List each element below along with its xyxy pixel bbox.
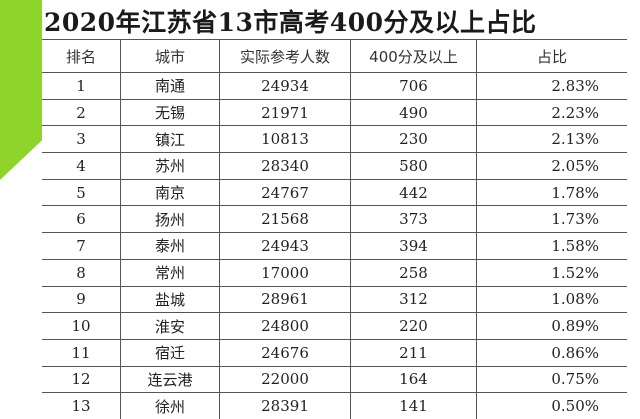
- table-row: 10 淮安 24800 220 0.89%: [42, 312, 627, 340]
- table-cell: 28340: [219, 152, 351, 180]
- table-cell: 1.08%: [476, 285, 627, 313]
- table-cell: 宿迁: [120, 338, 220, 367]
- column-header: 400分及以上: [350, 39, 477, 73]
- table-row: 8 常州 17000 258 1.52%: [42, 258, 627, 286]
- table-cell: 镇江: [120, 125, 220, 153]
- column-header: 排名: [42, 39, 121, 73]
- table-cell: 230: [350, 125, 477, 153]
- table-cell: 淮安: [120, 312, 220, 340]
- table-cell: 1.58%: [476, 232, 627, 260]
- table-row: 2 无锡 21971 490 2.23%: [42, 98, 627, 126]
- table-cell: 南通: [120, 72, 220, 100]
- table-cell: 2.13%: [476, 125, 627, 153]
- table-cell: 常州: [120, 258, 220, 286]
- table-cell: 南京: [120, 178, 220, 206]
- table-cell: 1: [42, 72, 121, 100]
- table-cell: 2.23%: [476, 98, 627, 126]
- table-cell: 13: [42, 392, 121, 419]
- table-header-row: 排名 城市 实际参考人数 400分及以上 占比: [42, 39, 627, 73]
- ranking-table: 排名 城市 实际参考人数 400分及以上 占比 1 南通 24934 706 2.83% 2 无锡 2…: [42, 39, 627, 419]
- table-cell: 8: [42, 258, 121, 286]
- table-cell: 24767: [219, 178, 351, 206]
- column-header: 实际参考人数: [219, 39, 351, 73]
- page-title: 2020年江苏省13市高考400分及以上占比: [44, 8, 537, 37]
- table-cell: 无锡: [120, 98, 220, 126]
- table-cell: 2.05%: [476, 152, 627, 180]
- table-cell: 211: [350, 338, 477, 367]
- table-cell: 24676: [219, 338, 351, 367]
- table-cell: 1.78%: [476, 178, 627, 206]
- table-cell: 10813: [219, 125, 351, 153]
- table-cell: 0.50%: [476, 392, 627, 419]
- table-cell: 24800: [219, 312, 351, 340]
- table-row: 11 宿迁 24676 211 0.86%: [42, 338, 627, 367]
- table-cell: 盐城: [120, 285, 220, 313]
- table-cell: 490: [350, 98, 477, 126]
- table-cell: 7: [42, 232, 121, 260]
- table-cell: 12: [42, 365, 121, 393]
- table-cell: 258: [350, 258, 477, 286]
- table-cell: 141: [350, 392, 477, 419]
- table-row: 7 泰州 24943 394 1.58%: [42, 232, 627, 260]
- column-header: 城市: [120, 39, 220, 73]
- table-cell: 24943: [219, 232, 351, 260]
- table-cell: 580: [350, 152, 477, 180]
- table-cell: 6: [42, 205, 121, 233]
- table-cell: 9: [42, 285, 121, 313]
- table-cell: 2.83%: [476, 72, 627, 100]
- table-cell: 373: [350, 205, 477, 233]
- table-row: 12 连云港 22000 164 0.75%: [42, 365, 627, 393]
- table-cell: 706: [350, 72, 477, 100]
- table-row: 3 镇江 10813 230 2.13%: [42, 125, 627, 153]
- table-row: 5 南京 24767 442 1.78%: [42, 178, 627, 206]
- table-cell: 泰州: [120, 232, 220, 260]
- table-cell: 苏州: [120, 152, 220, 180]
- table-cell: 164: [350, 365, 477, 393]
- table-cell: 0.86%: [476, 338, 627, 367]
- table-cell: 1.52%: [476, 258, 627, 286]
- table-row: 9 盐城 28961 312 1.08%: [42, 285, 627, 313]
- table-cell: 扬州: [120, 205, 220, 233]
- table-row: 13 徐州 28391 141 0.50%: [42, 392, 627, 419]
- table-cell: 0.89%: [476, 312, 627, 340]
- table-row: 4 苏州 28340 580 2.05%: [42, 152, 627, 180]
- table-cell: 0.75%: [476, 365, 627, 393]
- table-cell: 394: [350, 232, 477, 260]
- table-cell: 312: [350, 285, 477, 313]
- column-header: 占比: [476, 39, 627, 73]
- table-cell: 连云港: [120, 365, 220, 393]
- table-cell: 17000: [219, 258, 351, 286]
- table-cell: 徐州: [120, 392, 220, 419]
- table-cell: 220: [350, 312, 477, 340]
- table-cell: 28391: [219, 392, 351, 419]
- table-cell: 28961: [219, 285, 351, 313]
- table-cell: 3: [42, 125, 121, 153]
- table-cell: 4: [42, 152, 121, 180]
- table-cell: 442: [350, 178, 477, 206]
- table-cell: 2: [42, 98, 121, 126]
- table-cell: 24934: [219, 72, 351, 100]
- table-cell: 11: [42, 338, 121, 367]
- green-decoration: [0, 0, 42, 180]
- table-row: 6 扬州 21568 373 1.73%: [42, 205, 627, 233]
- table-cell: 10: [42, 312, 121, 340]
- table-row: 1 南通 24934 706 2.83%: [42, 72, 627, 100]
- table-cell: 22000: [219, 365, 351, 393]
- table-cell: 21568: [219, 205, 351, 233]
- table-cell: 1.73%: [476, 205, 627, 233]
- table-cell: 21971: [219, 98, 351, 126]
- table-cell: 5: [42, 178, 121, 206]
